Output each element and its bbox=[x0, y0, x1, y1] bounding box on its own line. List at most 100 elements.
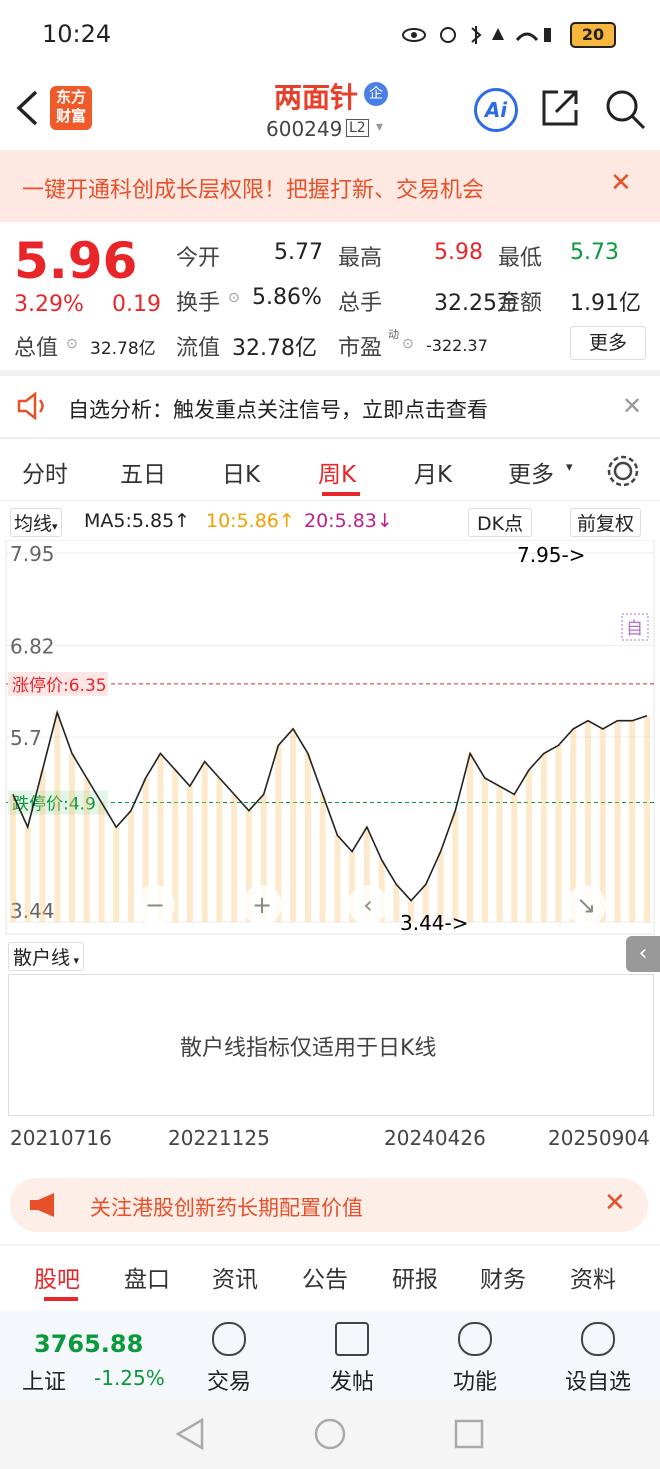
indicator-message: 散户线指标仅适用于日K线 bbox=[180, 1036, 437, 1061]
action-icon[interactable] bbox=[581, 1322, 615, 1356]
date-label: 20240426 bbox=[384, 1126, 486, 1150]
volume-bar bbox=[290, 728, 297, 922]
period-tab[interactable]: 分时 bbox=[22, 462, 68, 488]
nav-icons bbox=[175, 1417, 484, 1451]
quote-label: 总手 bbox=[338, 291, 383, 316]
action-icon[interactable] bbox=[212, 1322, 246, 1356]
quote-label: 今开 bbox=[176, 246, 221, 271]
volume-bar bbox=[363, 827, 370, 922]
back-button[interactable] bbox=[14, 90, 40, 126]
indicator-select[interactable]: 散户线 ▾ bbox=[8, 942, 85, 971]
logo-line: 东方 bbox=[55, 88, 86, 106]
index-name: 上证 bbox=[22, 1370, 67, 1395]
pe-label: 市盈 bbox=[338, 336, 383, 361]
ma-select[interactable]: 均线▾ bbox=[10, 508, 62, 537]
period-tab[interactable]: 周K bbox=[318, 462, 357, 488]
sub-tab[interactable]: 资料 bbox=[570, 1267, 616, 1293]
quote-value: 1.91亿 bbox=[570, 291, 641, 316]
ad-text[interactable]: 关注港股创新药长期配置价值 bbox=[90, 1196, 363, 1220]
sub-tab[interactable]: 研报 bbox=[392, 1267, 438, 1293]
share-button[interactable] bbox=[540, 88, 580, 128]
period-tab[interactable]: 更多 bbox=[508, 462, 554, 488]
adjust-button[interactable]: 前复权 bbox=[570, 508, 642, 537]
date-label: 20210716 bbox=[10, 1126, 112, 1150]
volume-bar bbox=[481, 778, 488, 922]
nav-bar bbox=[0, 1400, 660, 1469]
sub-tab[interactable]: 盘口 bbox=[124, 1267, 170, 1293]
quote-label: 金额 bbox=[498, 291, 543, 316]
volume-bar bbox=[452, 810, 459, 922]
zoom-button bbox=[348, 885, 388, 925]
banner-text[interactable]: 一键开通科创成长层权限！把握打新、交易机会 bbox=[22, 178, 485, 203]
zoom-icon: + bbox=[252, 891, 272, 919]
volume-bar bbox=[54, 712, 61, 922]
volume-bar bbox=[393, 884, 400, 922]
footer-action[interactable]: 设自选 bbox=[564, 1370, 632, 1395]
limit-label-bg bbox=[8, 671, 108, 696]
promo-banner[interactable] bbox=[0, 150, 660, 222]
footer-action[interactable]: 交易 bbox=[206, 1370, 252, 1395]
dropdown-arrow[interactable]: ▾ bbox=[566, 460, 573, 475]
period-tab[interactable]: 五日 bbox=[120, 462, 166, 488]
pe-sup: 动 bbox=[388, 328, 399, 341]
sub-tab[interactable]: 股吧 bbox=[34, 1267, 80, 1293]
period-tab[interactable]: 月K bbox=[414, 462, 453, 488]
search-button[interactable] bbox=[604, 88, 646, 130]
zoom-icon: ‹ bbox=[363, 891, 373, 919]
ad-close[interactable]: ✕ bbox=[604, 1188, 626, 1218]
volume-bar bbox=[24, 827, 31, 922]
zoom-button bbox=[242, 885, 282, 925]
marker-bg bbox=[621, 613, 649, 641]
ma-label: 均线 bbox=[14, 513, 53, 535]
banner-close[interactable]: ✕ bbox=[610, 168, 632, 198]
dropdown-arrow[interactable]: ▾ bbox=[376, 119, 384, 135]
float-label: 流值 bbox=[176, 336, 221, 361]
volume-bar bbox=[540, 753, 547, 922]
more-button[interactable]: 更多 bbox=[570, 326, 646, 360]
volume-bar bbox=[599, 728, 606, 922]
footer-action[interactable]: 功能 bbox=[452, 1370, 498, 1395]
action-icon[interactable] bbox=[458, 1322, 492, 1356]
status-icons-svg bbox=[402, 26, 551, 44]
action-icon[interactable] bbox=[335, 1322, 369, 1356]
divider bbox=[0, 500, 660, 501]
stock-code: 600249 bbox=[266, 117, 343, 141]
sub-tab[interactable]: 财务 bbox=[480, 1267, 526, 1293]
footer bbox=[0, 1310, 660, 1400]
volume-bar bbox=[570, 728, 577, 922]
volume-bar bbox=[275, 745, 282, 922]
notice-text[interactable]: 自选分析：触发重点关注信号，立即点击查看 bbox=[68, 398, 488, 422]
ai-button[interactable]: Ai bbox=[474, 88, 518, 132]
sub-tab[interactable]: 资讯 bbox=[212, 1267, 258, 1293]
price-line bbox=[12, 709, 648, 902]
info-icon[interactable]: ⊙ bbox=[66, 336, 78, 352]
status-icons bbox=[402, 26, 552, 44]
change: 0.19 bbox=[112, 292, 161, 317]
quote-value: 5.77 bbox=[274, 240, 323, 265]
notice-close[interactable]: ✕ bbox=[622, 392, 643, 420]
volume-bar bbox=[186, 786, 193, 922]
sub-tab[interactable]: 公告 bbox=[302, 1267, 348, 1293]
volume-bar bbox=[172, 769, 179, 922]
collapse-button[interactable]: ‹ bbox=[626, 936, 660, 972]
info-icon[interactable]: ⊙ bbox=[228, 290, 240, 306]
ad-banner[interactable] bbox=[10, 1178, 648, 1232]
volume-bar bbox=[304, 753, 311, 922]
tab-underline bbox=[322, 492, 360, 496]
indicator-name: 散户线 bbox=[13, 947, 71, 969]
info-icon[interactable]: ⊙ bbox=[402, 336, 414, 352]
dk-button[interactable]: DK点 bbox=[468, 508, 533, 537]
settings-button[interactable] bbox=[606, 454, 640, 488]
period-tab[interactable]: 日K bbox=[222, 462, 261, 488]
y-tick-label: 6.82 bbox=[10, 634, 55, 658]
volume-bar bbox=[555, 745, 562, 922]
app-logo: 东方 财富 bbox=[50, 86, 92, 130]
volume-bar bbox=[349, 851, 356, 922]
volume-bar bbox=[408, 900, 415, 922]
badge: 企 bbox=[364, 82, 388, 106]
footer-action[interactable]: 发帖 bbox=[329, 1370, 375, 1395]
volume-bar bbox=[113, 827, 120, 922]
volume-bar bbox=[334, 835, 341, 922]
total-value: 32.78亿 bbox=[90, 339, 156, 359]
